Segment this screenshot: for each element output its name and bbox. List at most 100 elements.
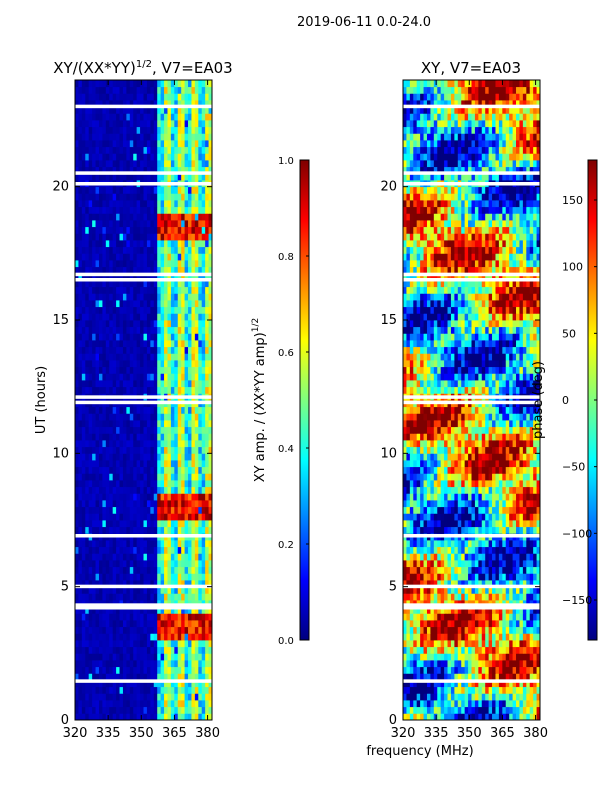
heatmap-cell [78, 673, 83, 681]
heatmap-cell [536, 633, 540, 641]
heatmap-cell [423, 700, 428, 708]
heatmap-cell [529, 693, 534, 701]
heatmap-cell [126, 713, 131, 720]
heatmap-cell [167, 126, 172, 134]
heatmap-cell [88, 233, 93, 241]
heatmap-cell [119, 480, 124, 488]
heatmap-cell [81, 566, 86, 574]
heatmap-cell [181, 273, 185, 281]
heatmap-cell [191, 660, 196, 668]
heatmap-cell [194, 226, 199, 234]
heatmap-cell [160, 640, 165, 648]
heatmap-cell [208, 146, 212, 154]
heatmap-cell [150, 460, 155, 468]
heatmap-cell [522, 546, 527, 554]
heatmap-cell [505, 606, 510, 614]
heatmap-cell [437, 713, 442, 720]
heatmap-cell [105, 166, 110, 174]
heatmap-cell [160, 566, 165, 574]
heatmap-cell [468, 633, 472, 641]
heatmap-cell [191, 220, 196, 228]
heatmap-cell [78, 153, 83, 161]
heatmap-cell [122, 606, 127, 614]
heatmap-cell [198, 620, 203, 628]
heatmap-cell [181, 260, 185, 268]
heatmap-cell [75, 173, 79, 181]
heatmap-cell [150, 473, 155, 481]
heatmap-cell [164, 686, 168, 694]
heatmap-cell [92, 306, 96, 314]
heatmap-cell [92, 300, 96, 308]
heatmap-cell [481, 693, 486, 701]
heatmap-cell [116, 653, 120, 661]
heatmap-cell [78, 253, 83, 261]
heatmap-cell [164, 346, 168, 354]
heatmap-cell [95, 153, 100, 161]
heatmap-cell [122, 133, 127, 141]
heatmap-cell [98, 306, 103, 314]
heatmap-cell [454, 540, 459, 548]
heatmap-cell [116, 660, 120, 668]
heatmap-cell [75, 686, 79, 694]
heatmap-cell [188, 80, 192, 88]
heatmap-cell [498, 560, 503, 568]
heatmap-cell [420, 580, 424, 588]
heatmap-cell [194, 460, 199, 468]
heatmap-cell [526, 706, 531, 714]
heatmap-cell [88, 473, 93, 481]
heatmap-cell [198, 446, 203, 454]
heatmap-cell [416, 580, 421, 588]
heatmap-cell [81, 366, 86, 374]
heatmap-cell [208, 466, 212, 474]
heatmap-cell [440, 680, 445, 688]
heatmap-cell [105, 613, 110, 621]
heatmap-cell [177, 486, 182, 494]
heatmap-cell [478, 540, 483, 548]
heatmap-cell [136, 153, 141, 161]
heatmap-cell [129, 526, 134, 534]
heatmap-cell [522, 540, 527, 548]
heatmap-cell [188, 440, 192, 448]
heatmap-cell [102, 333, 107, 341]
heatmap-cell [143, 373, 148, 381]
heatmap-cell [533, 653, 537, 661]
heatmap-cell [167, 120, 172, 128]
heatmap-cell [95, 306, 100, 314]
heatmap-cell [92, 340, 96, 348]
heatmap-cell [85, 206, 90, 214]
heatmap-cell [95, 113, 100, 121]
heatmap-cell [136, 240, 141, 248]
heatmap-cell [191, 360, 196, 368]
heatmap-cell [88, 706, 93, 714]
heatmap-cell [129, 240, 134, 248]
heatmap-cell [423, 580, 428, 588]
heatmap-cell [177, 306, 182, 314]
heatmap-cell [160, 713, 165, 720]
heatmap-cell [416, 606, 421, 614]
heatmap-cell [522, 573, 527, 581]
heatmap-cell [157, 473, 162, 481]
heatmap-cell [464, 540, 469, 548]
heatmap-cell [85, 220, 90, 228]
heatmap-cell [109, 360, 114, 368]
heatmap-cell [505, 560, 510, 568]
heatmap-cell [177, 446, 182, 454]
left-title-exponent: 1/2 [136, 59, 152, 70]
heatmap-cell [447, 640, 452, 648]
heatmap-cell [208, 506, 212, 514]
heatmap-cell [437, 706, 442, 714]
heatmap-cell [153, 380, 158, 388]
heatmap-cell [146, 166, 151, 174]
heatmap-cell [529, 546, 534, 554]
heatmap-cell [160, 113, 165, 121]
heatmap-cell [188, 360, 192, 368]
heatmap-cell [177, 113, 182, 121]
heatmap-cell [105, 106, 110, 114]
heatmap-cell [495, 586, 500, 594]
heatmap-cell [129, 633, 134, 641]
heatmap-cell [153, 620, 158, 628]
heatmap-cell [471, 540, 476, 548]
heatmap-cell [177, 653, 182, 661]
heatmap-cell [536, 573, 540, 581]
heatmap-cell [143, 213, 148, 221]
